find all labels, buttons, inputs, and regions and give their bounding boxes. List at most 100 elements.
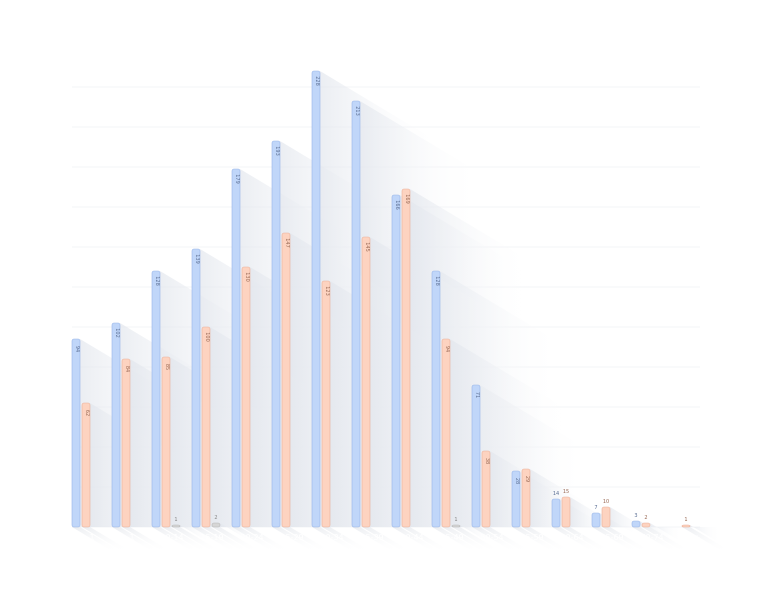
value-label: 94 [444, 346, 450, 352]
bar [351, 100, 361, 528]
x-tick-label: 55-59 [520, 533, 543, 542]
bar-shadows [80, 71, 722, 544]
floor-shadow [432, 527, 480, 551]
floor-shadows [72, 527, 730, 551]
value-label: 29 [524, 476, 530, 482]
bar [231, 168, 241, 528]
bar [321, 280, 331, 528]
bar [81, 402, 91, 528]
bar [641, 522, 651, 528]
bar [551, 498, 561, 528]
floor-shadow [152, 527, 200, 551]
floor-shadow [392, 527, 440, 551]
bar [151, 270, 161, 528]
value-label: 1 [454, 517, 457, 523]
value-label: 14 [553, 491, 559, 497]
floor-shadow [232, 527, 280, 551]
bar [511, 470, 521, 528]
value-label: 193 [274, 146, 280, 156]
floor-shadow [272, 527, 320, 551]
bars [71, 70, 691, 528]
value-label: 38 [484, 458, 490, 464]
value-label: 2 [644, 515, 647, 521]
value-label: 3 [634, 513, 637, 519]
value-label: 145 [364, 242, 370, 252]
x-tick-label: 70-74 [640, 533, 663, 542]
bar [631, 520, 641, 528]
bar [481, 450, 491, 528]
value-label: 62 [84, 410, 90, 416]
x-tick-labels: 1 1 10-14 15-19 20-24 25-29 30-34 35-39 40-44 45-… [89, 533, 700, 542]
floor-shadow [322, 527, 370, 551]
bar [281, 232, 291, 528]
bar [451, 524, 461, 528]
bar [561, 496, 571, 528]
x-tick-label: 35-39 [360, 533, 383, 542]
value-label: 128 [154, 276, 160, 286]
x-tick-label: 50-54 [480, 533, 503, 542]
x-tick-label: 75+ [684, 533, 701, 542]
floor-shadow [242, 527, 290, 551]
floor-shadow [512, 527, 560, 551]
floor-shadow [472, 527, 520, 551]
value-label: 166 [394, 200, 400, 210]
bar [71, 338, 81, 528]
bar [601, 506, 611, 528]
floor-shadow [682, 527, 730, 551]
floor-shadow [562, 527, 610, 551]
value-label: 128 [434, 276, 440, 286]
value-label: 102 [114, 328, 120, 338]
bar-shadow [610, 507, 651, 532]
value-label: 1 [174, 517, 177, 523]
x-tick-label: 10-14 [160, 533, 183, 542]
bar [431, 270, 441, 528]
floor-shadow [282, 527, 330, 551]
x-tick-label: 1 [129, 533, 134, 542]
x-tick-label: 30-34 [320, 533, 343, 542]
floor-shadow [122, 527, 170, 551]
bar [391, 194, 401, 528]
bar [441, 338, 451, 528]
x-tick-label: 15-19 [200, 533, 223, 542]
floor-shadow [632, 527, 680, 551]
floor-shadow [312, 527, 360, 551]
bar-shadow [640, 521, 674, 541]
x-tick-label: 65-69 [600, 533, 623, 542]
floor-shadow [362, 527, 410, 551]
value-label: 179 [234, 174, 240, 184]
bar [211, 522, 221, 528]
floor-shadow [72, 527, 120, 551]
floor-shadow [172, 527, 220, 551]
bar [521, 468, 531, 528]
floor-shadow [452, 527, 500, 551]
bar [361, 236, 371, 528]
floor-shadow [442, 527, 490, 551]
bar [121, 358, 131, 528]
bar [471, 384, 481, 528]
value-label: 84 [124, 366, 130, 372]
bar [161, 356, 171, 528]
floor-shadow [602, 527, 650, 551]
floor-shadow [192, 527, 240, 551]
value-label: 7 [594, 505, 597, 511]
bar [311, 70, 321, 528]
value-label: 139 [194, 254, 200, 264]
x-tick-label: 45-49 [440, 533, 463, 542]
value-label: 147 [284, 238, 290, 248]
bar [201, 326, 211, 528]
floor-shadow [202, 527, 250, 551]
bar [591, 512, 601, 528]
floor-shadow [352, 527, 400, 551]
value-label: 1 [684, 517, 687, 523]
floor-shadow [162, 527, 210, 551]
value-label: 100 [204, 332, 210, 342]
bar [171, 524, 181, 528]
floor-shadow [482, 527, 530, 551]
floor-shadow [642, 527, 690, 551]
floor-shadow [592, 527, 640, 551]
bar-shadow [690, 525, 722, 544]
x-tick-label: 25-29 [280, 533, 303, 542]
value-label: 130 [244, 272, 250, 282]
value-label: 71 [474, 392, 480, 398]
